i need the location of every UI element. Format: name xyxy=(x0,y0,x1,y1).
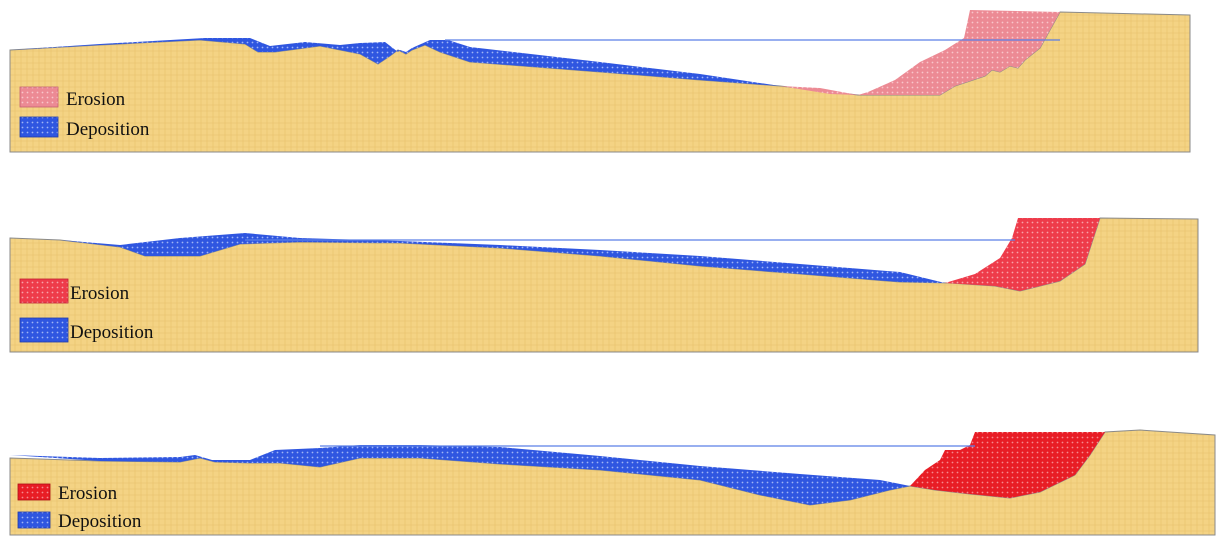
panel-2-legend-deposition-label: Deposition xyxy=(70,322,154,343)
panel-1-erosion-lead xyxy=(780,86,858,95)
panel-3-legend-erosion-swatch xyxy=(17,483,51,501)
panel-2-erosion xyxy=(945,218,1100,291)
panel-1-legend-erosion-swatch xyxy=(19,86,59,108)
panel-1-erosion xyxy=(858,10,1060,95)
panel-2-legend-erosion-swatch xyxy=(19,278,69,304)
panel-1-legend-deposition-swatch xyxy=(19,116,59,138)
panel-1-legend-deposition-label: Deposition xyxy=(66,119,150,140)
panel-3-legend-deposition-swatch xyxy=(17,511,51,529)
panel-3-legend-deposition-label: Deposition xyxy=(58,511,142,532)
panel-1-legend-erosion-label: Erosion xyxy=(66,89,126,110)
panel-3-deposition xyxy=(10,445,910,505)
panel-1: Erosion Deposition xyxy=(9,10,1191,153)
panel-3-erosion xyxy=(910,432,1105,498)
panel-2: Erosion Deposition xyxy=(9,217,1199,353)
panel-2-deposition xyxy=(60,233,945,283)
panel-3-legend-erosion-label: Erosion xyxy=(58,483,118,504)
panel-2-legend-erosion-label: Erosion xyxy=(70,283,130,304)
panel-3: Erosion Deposition xyxy=(9,429,1216,536)
panel-2-legend-deposition-swatch xyxy=(19,317,69,343)
